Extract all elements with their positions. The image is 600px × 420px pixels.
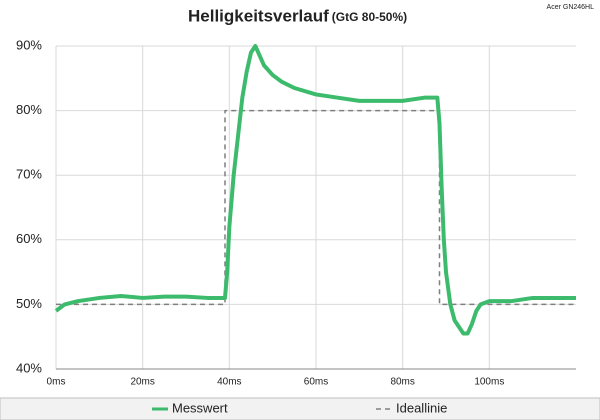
y-tick-label: 80% — [16, 102, 42, 117]
annotation: Acer GN246HL — [547, 4, 595, 11]
x-tick-label: 80ms — [390, 377, 414, 388]
y-tick-label: 90% — [16, 37, 42, 52]
legend-label: Ideallinie — [396, 400, 447, 415]
x-tick-label: 0ms — [47, 377, 66, 388]
x-tick-label: 40ms — [217, 377, 241, 388]
legend-label: Messwert — [172, 400, 228, 415]
x-tick-label: 100ms — [474, 377, 504, 388]
y-tick-label: 60% — [16, 231, 42, 246]
x-tick-label: 20ms — [130, 377, 154, 388]
legend-box — [0, 397, 600, 420]
chart-subtitle: (GtG 80-50%) — [332, 10, 407, 24]
y-tick-label: 50% — [16, 296, 42, 311]
y-tick-label: 70% — [16, 167, 42, 182]
line — [56, 109, 576, 306]
y-tick-label: 40% — [16, 360, 42, 375]
line — [54, 44, 576, 336]
chart-title: Helligkeitsverlauf — [188, 6, 329, 25]
x-tick-label: 60ms — [304, 377, 328, 388]
